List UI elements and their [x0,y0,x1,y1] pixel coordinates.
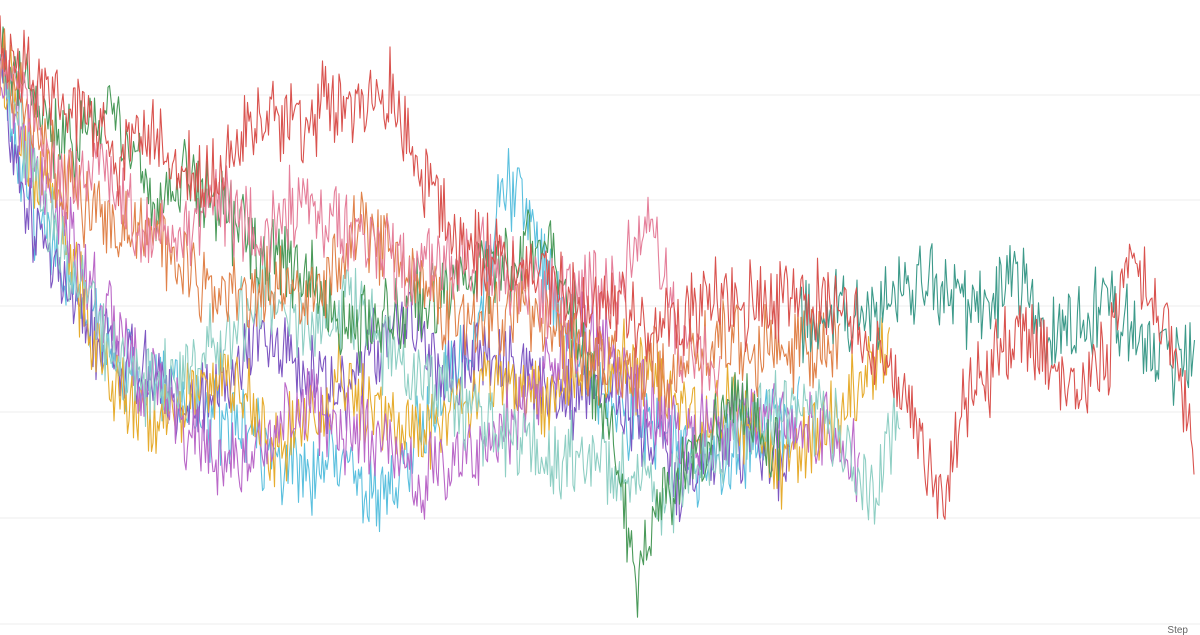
series-layer [0,15,1196,618]
series-line [799,243,1196,406]
series-line [0,26,781,618]
series-line [0,15,1195,520]
series-line [0,54,721,397]
series-line [0,55,901,536]
series-line [0,31,891,510]
x-axis-label: Step [1167,625,1188,635]
series-line [0,28,841,410]
